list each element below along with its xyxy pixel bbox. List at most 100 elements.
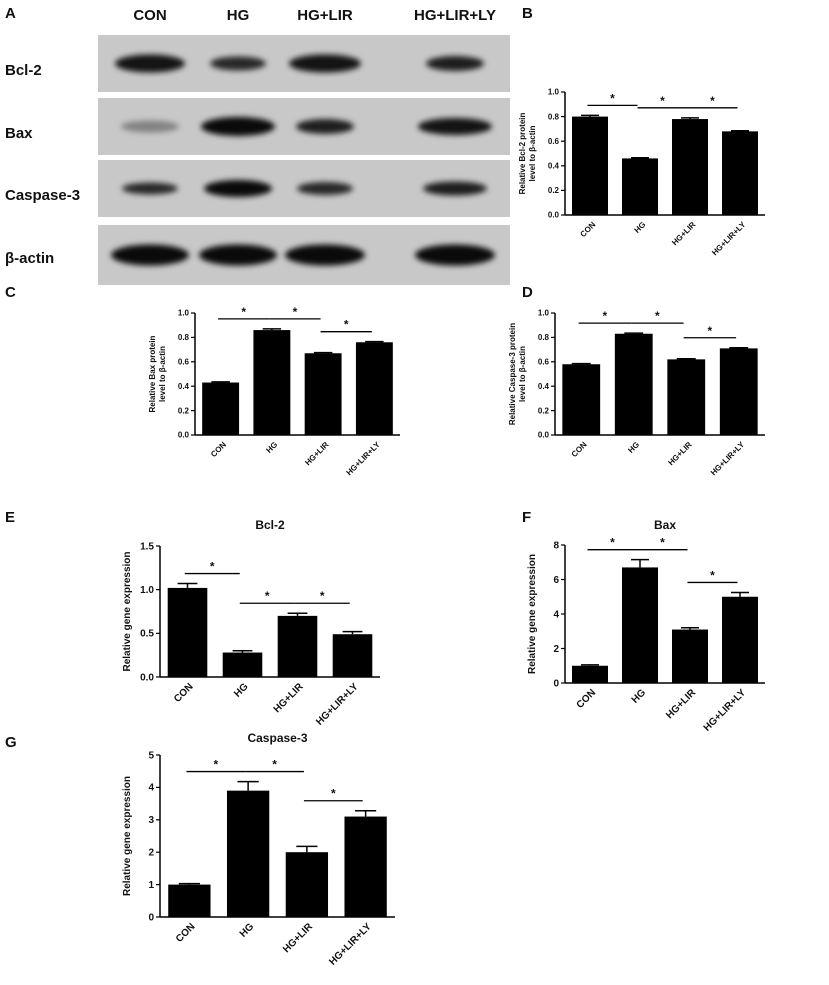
bar	[285, 852, 329, 917]
y-tick-label: 2	[148, 848, 154, 859]
panel-label: E	[5, 509, 15, 526]
blot-band	[210, 56, 266, 71]
y-axis-label: Relative gene expression	[527, 554, 538, 674]
panel-label: D	[522, 284, 533, 301]
y-tick-label: 0.2	[178, 406, 190, 415]
y-axis-label: level to β-actin	[528, 125, 537, 181]
lane-label: HG+LIR+LY	[414, 7, 496, 24]
bar	[622, 158, 658, 215]
y-tick-label: 1.5	[140, 541, 154, 552]
significance-label: *	[344, 318, 349, 332]
significance-label: *	[293, 305, 298, 319]
blot-band	[285, 244, 365, 266]
blot-band	[199, 244, 277, 266]
row-label: β-actin	[5, 250, 54, 267]
blot-band	[122, 182, 178, 195]
x-tick-label: HG+LIR	[664, 687, 698, 721]
panel-label: C	[5, 284, 16, 301]
chart-title: Caspase-3	[247, 731, 307, 745]
y-axis-label: Relative gene expression	[122, 776, 133, 896]
bar	[672, 629, 708, 683]
bar	[222, 652, 263, 677]
blot-band	[423, 181, 487, 196]
x-tick-label: HG+LIR	[670, 220, 697, 247]
x-tick-label: HG	[626, 440, 641, 455]
bar	[277, 615, 318, 677]
blot-band	[115, 54, 185, 73]
y-tick-label: 0.0	[178, 431, 190, 440]
significance-label: *	[320, 589, 325, 603]
blot-band	[296, 119, 354, 134]
y-tick-label: 0.0	[548, 211, 560, 220]
y-tick-label: 0.4	[548, 161, 560, 170]
x-tick-label: HG+LIR+LY	[709, 440, 747, 478]
row-label: Bax	[5, 125, 33, 142]
y-tick-label: 0.2	[538, 406, 550, 415]
significance-label: *	[710, 568, 715, 582]
y-tick-label: 8	[553, 540, 559, 551]
significance-label: *	[610, 536, 615, 550]
bar	[355, 342, 393, 435]
lane-label: HG+LIR	[297, 7, 353, 24]
panel-label: G	[5, 734, 17, 751]
significance-label: *	[272, 758, 277, 772]
y-tick-label: 0.6	[548, 137, 560, 146]
x-tick-label: HG	[232, 681, 251, 700]
bar	[572, 116, 608, 215]
panel-label: A	[5, 5, 16, 22]
significance-label: *	[655, 309, 660, 323]
bar	[667, 359, 706, 435]
y-tick-label: 0.4	[538, 382, 550, 391]
y-tick-label: 6	[553, 575, 559, 586]
y-axis-label: level to β-actin	[518, 346, 527, 402]
chart-title: Bcl-2	[255, 518, 285, 532]
bar	[614, 333, 653, 435]
blot-band	[204, 180, 272, 197]
y-tick-label: 1	[148, 880, 154, 891]
y-tick-label: 0.6	[178, 357, 190, 366]
chart-title: Bax	[654, 518, 676, 532]
significance-label: *	[241, 305, 246, 319]
x-tick-label: HG+LIR	[272, 681, 306, 715]
y-tick-label: 0.8	[538, 333, 550, 342]
bar	[167, 587, 208, 677]
y-tick-label: 0.8	[178, 333, 190, 342]
panel-label: B	[522, 5, 533, 22]
x-tick-label: CON	[578, 220, 597, 239]
y-tick-label: 0.5	[140, 629, 154, 640]
bar	[722, 596, 758, 683]
x-tick-label: CON	[172, 681, 196, 705]
blot-band	[111, 244, 189, 266]
y-tick-label: 0.2	[548, 186, 560, 195]
blot-band	[289, 54, 361, 73]
y-axis-label: Relative Bcl-2 protein	[518, 112, 527, 194]
y-tick-label: 2	[553, 644, 559, 655]
y-tick-label: 1.0	[140, 585, 154, 596]
significance-label: *	[610, 91, 615, 105]
bar	[332, 634, 373, 677]
blot-band	[415, 244, 495, 266]
y-tick-label: 0.4	[178, 382, 190, 391]
y-axis-label: Relative Caspase-3 protein	[508, 323, 517, 425]
y-tick-label: 1.0	[548, 88, 560, 97]
significance-label: *	[710, 94, 715, 108]
blot-band	[201, 117, 275, 136]
y-tick-label: 0.0	[538, 431, 550, 440]
y-tick-label: 0	[148, 912, 154, 923]
bar	[722, 131, 758, 215]
x-tick-label: HG+LIR+LY	[702, 687, 749, 734]
x-tick-label: HG	[630, 687, 649, 706]
x-tick-label: HG	[633, 220, 648, 235]
x-tick-label: HG+LIR	[281, 921, 315, 955]
significance-label: *	[331, 787, 336, 801]
significance-label: *	[210, 560, 215, 574]
x-tick-label: HG+LIR	[666, 440, 693, 467]
lane-label: CON	[133, 7, 166, 24]
y-tick-label: 3	[148, 815, 154, 826]
lane-label: HG	[227, 7, 250, 24]
bar	[226, 790, 270, 917]
x-tick-label: HG	[264, 440, 279, 455]
y-tick-label: 0	[553, 678, 559, 689]
y-tick-label: 0.0	[140, 672, 154, 683]
